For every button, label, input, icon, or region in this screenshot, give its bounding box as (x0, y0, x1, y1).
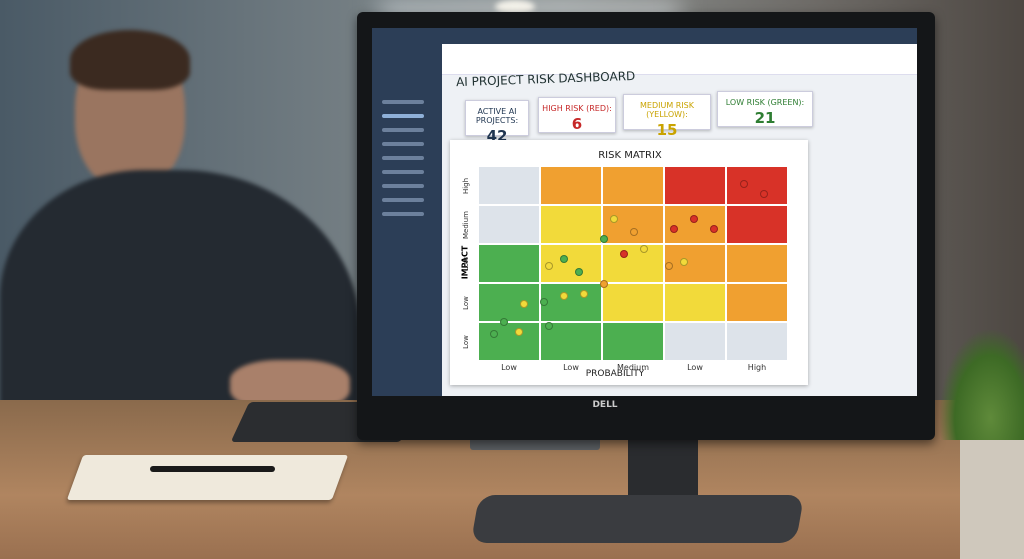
matrix-cell (478, 244, 540, 283)
x-tick-label: High (747, 363, 767, 372)
risk-dot (545, 322, 553, 330)
risk-dot (560, 255, 568, 263)
y-tick-label: Medium (462, 211, 470, 239)
sidebar-item (382, 198, 424, 202)
matrix-cell (602, 322, 664, 361)
sidebar-item (382, 156, 424, 160)
risk-dot (600, 235, 608, 243)
y-tick-label: Low (462, 296, 470, 310)
matrix-cell (540, 166, 602, 205)
matrix-cell (602, 166, 664, 205)
sidebar-item (382, 184, 424, 188)
monitor-base (470, 495, 805, 543)
matrix-cell (478, 283, 540, 322)
stat-card: MEDIUM RISK (YELLOW): 15 (623, 94, 711, 139)
risk-dot (620, 250, 628, 258)
matrix-cell (726, 283, 788, 322)
matrix-cell (602, 205, 664, 244)
risk-dot (670, 225, 678, 233)
matrix-cell (726, 205, 788, 244)
card-value: 21 (754, 109, 776, 127)
matrix-cell (726, 244, 788, 283)
card-value: 6 (571, 115, 583, 133)
card-value: 15 (656, 121, 678, 139)
risk-dot (680, 258, 688, 266)
title-bar (442, 44, 917, 75)
risk-dot (600, 280, 608, 288)
x-tick-label: Low (687, 363, 703, 372)
matrix-cell (664, 205, 726, 244)
x-tick-label: Low (501, 363, 517, 372)
risk-dot (610, 215, 618, 223)
card-label: MEDIUM RISK (YELLOW): (639, 101, 695, 119)
sidebar-item (382, 170, 424, 174)
x-tick-label: Low (563, 363, 579, 372)
risk-dot (740, 180, 748, 188)
notebook (66, 455, 349, 500)
sidebar-item (382, 128, 424, 132)
matrix-cell (478, 205, 540, 244)
risk-dot (640, 245, 648, 253)
top-bar (442, 28, 917, 44)
matrix-cell (664, 283, 726, 322)
risk-dot (540, 298, 548, 306)
risk-dot (690, 215, 698, 223)
card-label: ACTIVE AI PROJECTS: (475, 107, 519, 125)
risk-dot (760, 190, 768, 198)
risk-dot (665, 262, 673, 270)
risk-dot (710, 225, 718, 233)
x-tick-label: Medium (617, 363, 649, 372)
matrix-cell (602, 244, 664, 283)
risk-dot (490, 330, 498, 338)
matrix-cell (726, 166, 788, 205)
plant-pot (960, 430, 1024, 559)
risk-dot (580, 290, 588, 298)
risk-dot (575, 268, 583, 276)
y-tick-label: Low (462, 257, 470, 271)
card-label: HIGH RISK (RED): (542, 104, 612, 113)
matrix-cell (664, 166, 726, 205)
person-hair (70, 30, 190, 90)
y-tick-label: Low (462, 335, 470, 349)
matrix-cell (602, 283, 664, 322)
risk-dot (630, 228, 638, 236)
sidebar-item (382, 142, 424, 146)
monitor-brand: DELL (592, 400, 618, 410)
sidebar-item (382, 212, 424, 216)
x-axis-label: PROBABILITY (585, 369, 645, 379)
plant-leaves (940, 330, 1024, 440)
risk-dot (500, 318, 508, 326)
stat-card: ACTIVE AI PROJECTS: 42 (465, 100, 529, 145)
stat-card: LOW RISK (GREEN): 21 (717, 91, 813, 127)
risk-dot (560, 292, 568, 300)
risk-dot (520, 300, 528, 308)
y-tick-label: High (462, 177, 470, 195)
risk-dot (545, 262, 553, 270)
stat-card: HIGH RISK (RED): 6 (538, 97, 616, 133)
matrix-title: RISK MATRIX (598, 150, 662, 161)
matrix-cell (478, 166, 540, 205)
lamp (495, 0, 535, 14)
matrix-cell (664, 244, 726, 283)
card-label: LOW RISK (GREEN): (725, 98, 805, 107)
pen (150, 466, 275, 472)
sidebar-item (382, 114, 424, 118)
matrix-cell (726, 322, 788, 361)
matrix-cell (540, 205, 602, 244)
matrix-cell (540, 283, 602, 322)
matrix-cell (478, 322, 540, 361)
risk-dot (515, 328, 523, 336)
matrix-cell (664, 322, 726, 361)
sidebar-item (382, 100, 424, 104)
